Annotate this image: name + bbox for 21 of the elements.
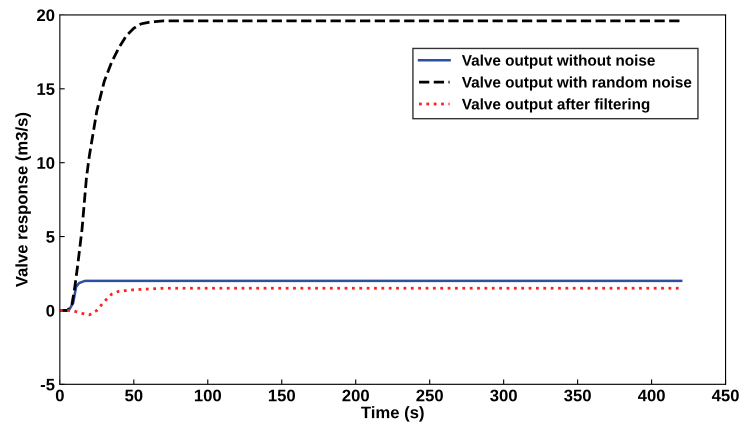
x-tick-label: 250 xyxy=(416,390,443,402)
y-tick-label: 15 xyxy=(37,83,55,96)
x-tick-label: 150 xyxy=(268,390,295,402)
x-tick-label: 400 xyxy=(638,390,665,402)
x-tick-label: 200 xyxy=(342,390,369,402)
y-tick-label: 20 xyxy=(37,9,54,22)
x-tick-label: 0 xyxy=(56,390,64,402)
y-tick-label: 10 xyxy=(37,157,54,169)
x-tick-label: 50 xyxy=(125,390,142,402)
x-tick-label: 300 xyxy=(490,390,517,402)
y-tick-label: 5 xyxy=(46,231,55,243)
x-tick-label: 450 xyxy=(712,390,739,402)
y-tick-label: -5 xyxy=(40,378,55,391)
x-axis-title: Time (s) xyxy=(361,406,424,422)
legend-label: Valve output after filtering xyxy=(462,98,650,113)
x-tick-label: 100 xyxy=(194,390,221,402)
y-tick-label: 0 xyxy=(46,304,54,317)
y-axis-title: Valve response (m3/s) xyxy=(15,112,31,288)
x-tick-label: 350 xyxy=(564,390,591,402)
legend-label: Valve output with random noise xyxy=(462,76,692,91)
legend-label: Valve output without noise xyxy=(462,54,655,69)
